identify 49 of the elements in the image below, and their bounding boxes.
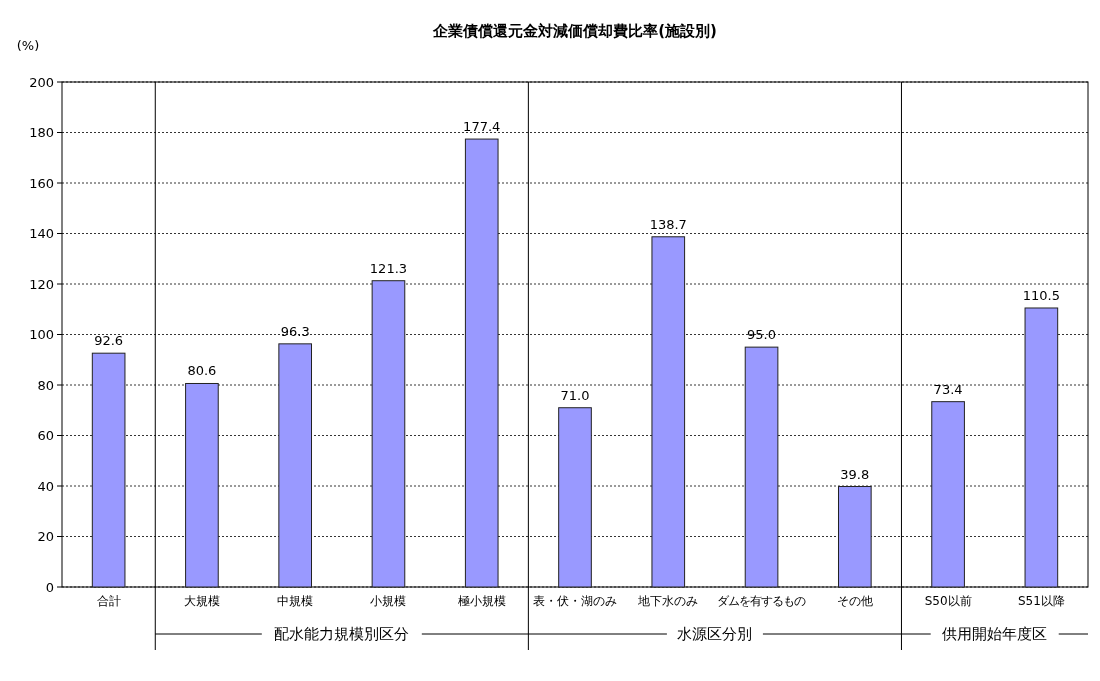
y-tick-label: 160 bbox=[29, 175, 54, 191]
x-tick-label: 表・伏・湖のみ bbox=[533, 594, 617, 608]
y-tick-label: 40 bbox=[37, 478, 54, 494]
bar bbox=[185, 382, 219, 588]
data-label: 71.0 bbox=[560, 387, 590, 403]
bar bbox=[838, 486, 872, 588]
data-label: 92.6 bbox=[94, 333, 124, 349]
y-axis-title: (%) bbox=[16, 38, 40, 53]
text: 水源区分別 bbox=[677, 625, 753, 644]
x-tick-label: 地下水のみ bbox=[637, 594, 699, 608]
data-label: 138.7 bbox=[649, 216, 687, 232]
y-tick-label: 60 bbox=[37, 428, 54, 444]
bar bbox=[651, 236, 686, 588]
chart-title: 企業債償還元金対減価償却費比率(施設別) bbox=[432, 22, 717, 40]
bar bbox=[91, 352, 126, 588]
y-tick-label: 140 bbox=[29, 226, 54, 242]
bar bbox=[558, 407, 592, 588]
data-label: 121.3 bbox=[369, 260, 408, 276]
text: 配水能力規模別区分 bbox=[274, 625, 410, 644]
x-tick-label: 中規模 bbox=[277, 594, 314, 608]
x-tick-label: その他 bbox=[836, 594, 873, 608]
y-tick-label: 20 bbox=[37, 529, 54, 545]
data-label: 177.4 bbox=[463, 119, 501, 135]
text: 供用開始年度区 bbox=[942, 625, 1048, 644]
x-tick-label: 合計 bbox=[96, 594, 121, 608]
y-tick-label: 100 bbox=[29, 327, 54, 343]
bar bbox=[371, 280, 406, 588]
bar bbox=[278, 343, 312, 588]
data-label: 80.6 bbox=[187, 363, 217, 379]
data-label: 110.5 bbox=[1022, 287, 1060, 303]
data-label: 39.8 bbox=[840, 466, 870, 482]
x-tick-label: 大規模 bbox=[183, 594, 220, 608]
bar bbox=[1024, 307, 1059, 588]
x-tick-label: S50以前 bbox=[924, 594, 972, 608]
y-tick-label: 200 bbox=[29, 74, 54, 90]
data-label: 96.3 bbox=[280, 323, 310, 339]
bar bbox=[464, 138, 499, 588]
x-tick-label: S51以降 bbox=[1017, 594, 1065, 608]
data-label: 73.4 bbox=[933, 381, 963, 397]
y-tick-label: 80 bbox=[37, 377, 54, 393]
y-tick-label: 120 bbox=[29, 276, 54, 292]
x-tick-label: 極小規模 bbox=[457, 594, 506, 608]
data-label: 95.0 bbox=[747, 327, 777, 343]
bar bbox=[931, 401, 965, 588]
y-tick-label: 0 bbox=[45, 579, 54, 595]
x-tick-label: 小規模 bbox=[370, 594, 407, 608]
bar bbox=[744, 346, 779, 588]
x-tick-label: ダムを有するもの bbox=[716, 594, 807, 608]
y-tick-label: 180 bbox=[29, 125, 54, 141]
